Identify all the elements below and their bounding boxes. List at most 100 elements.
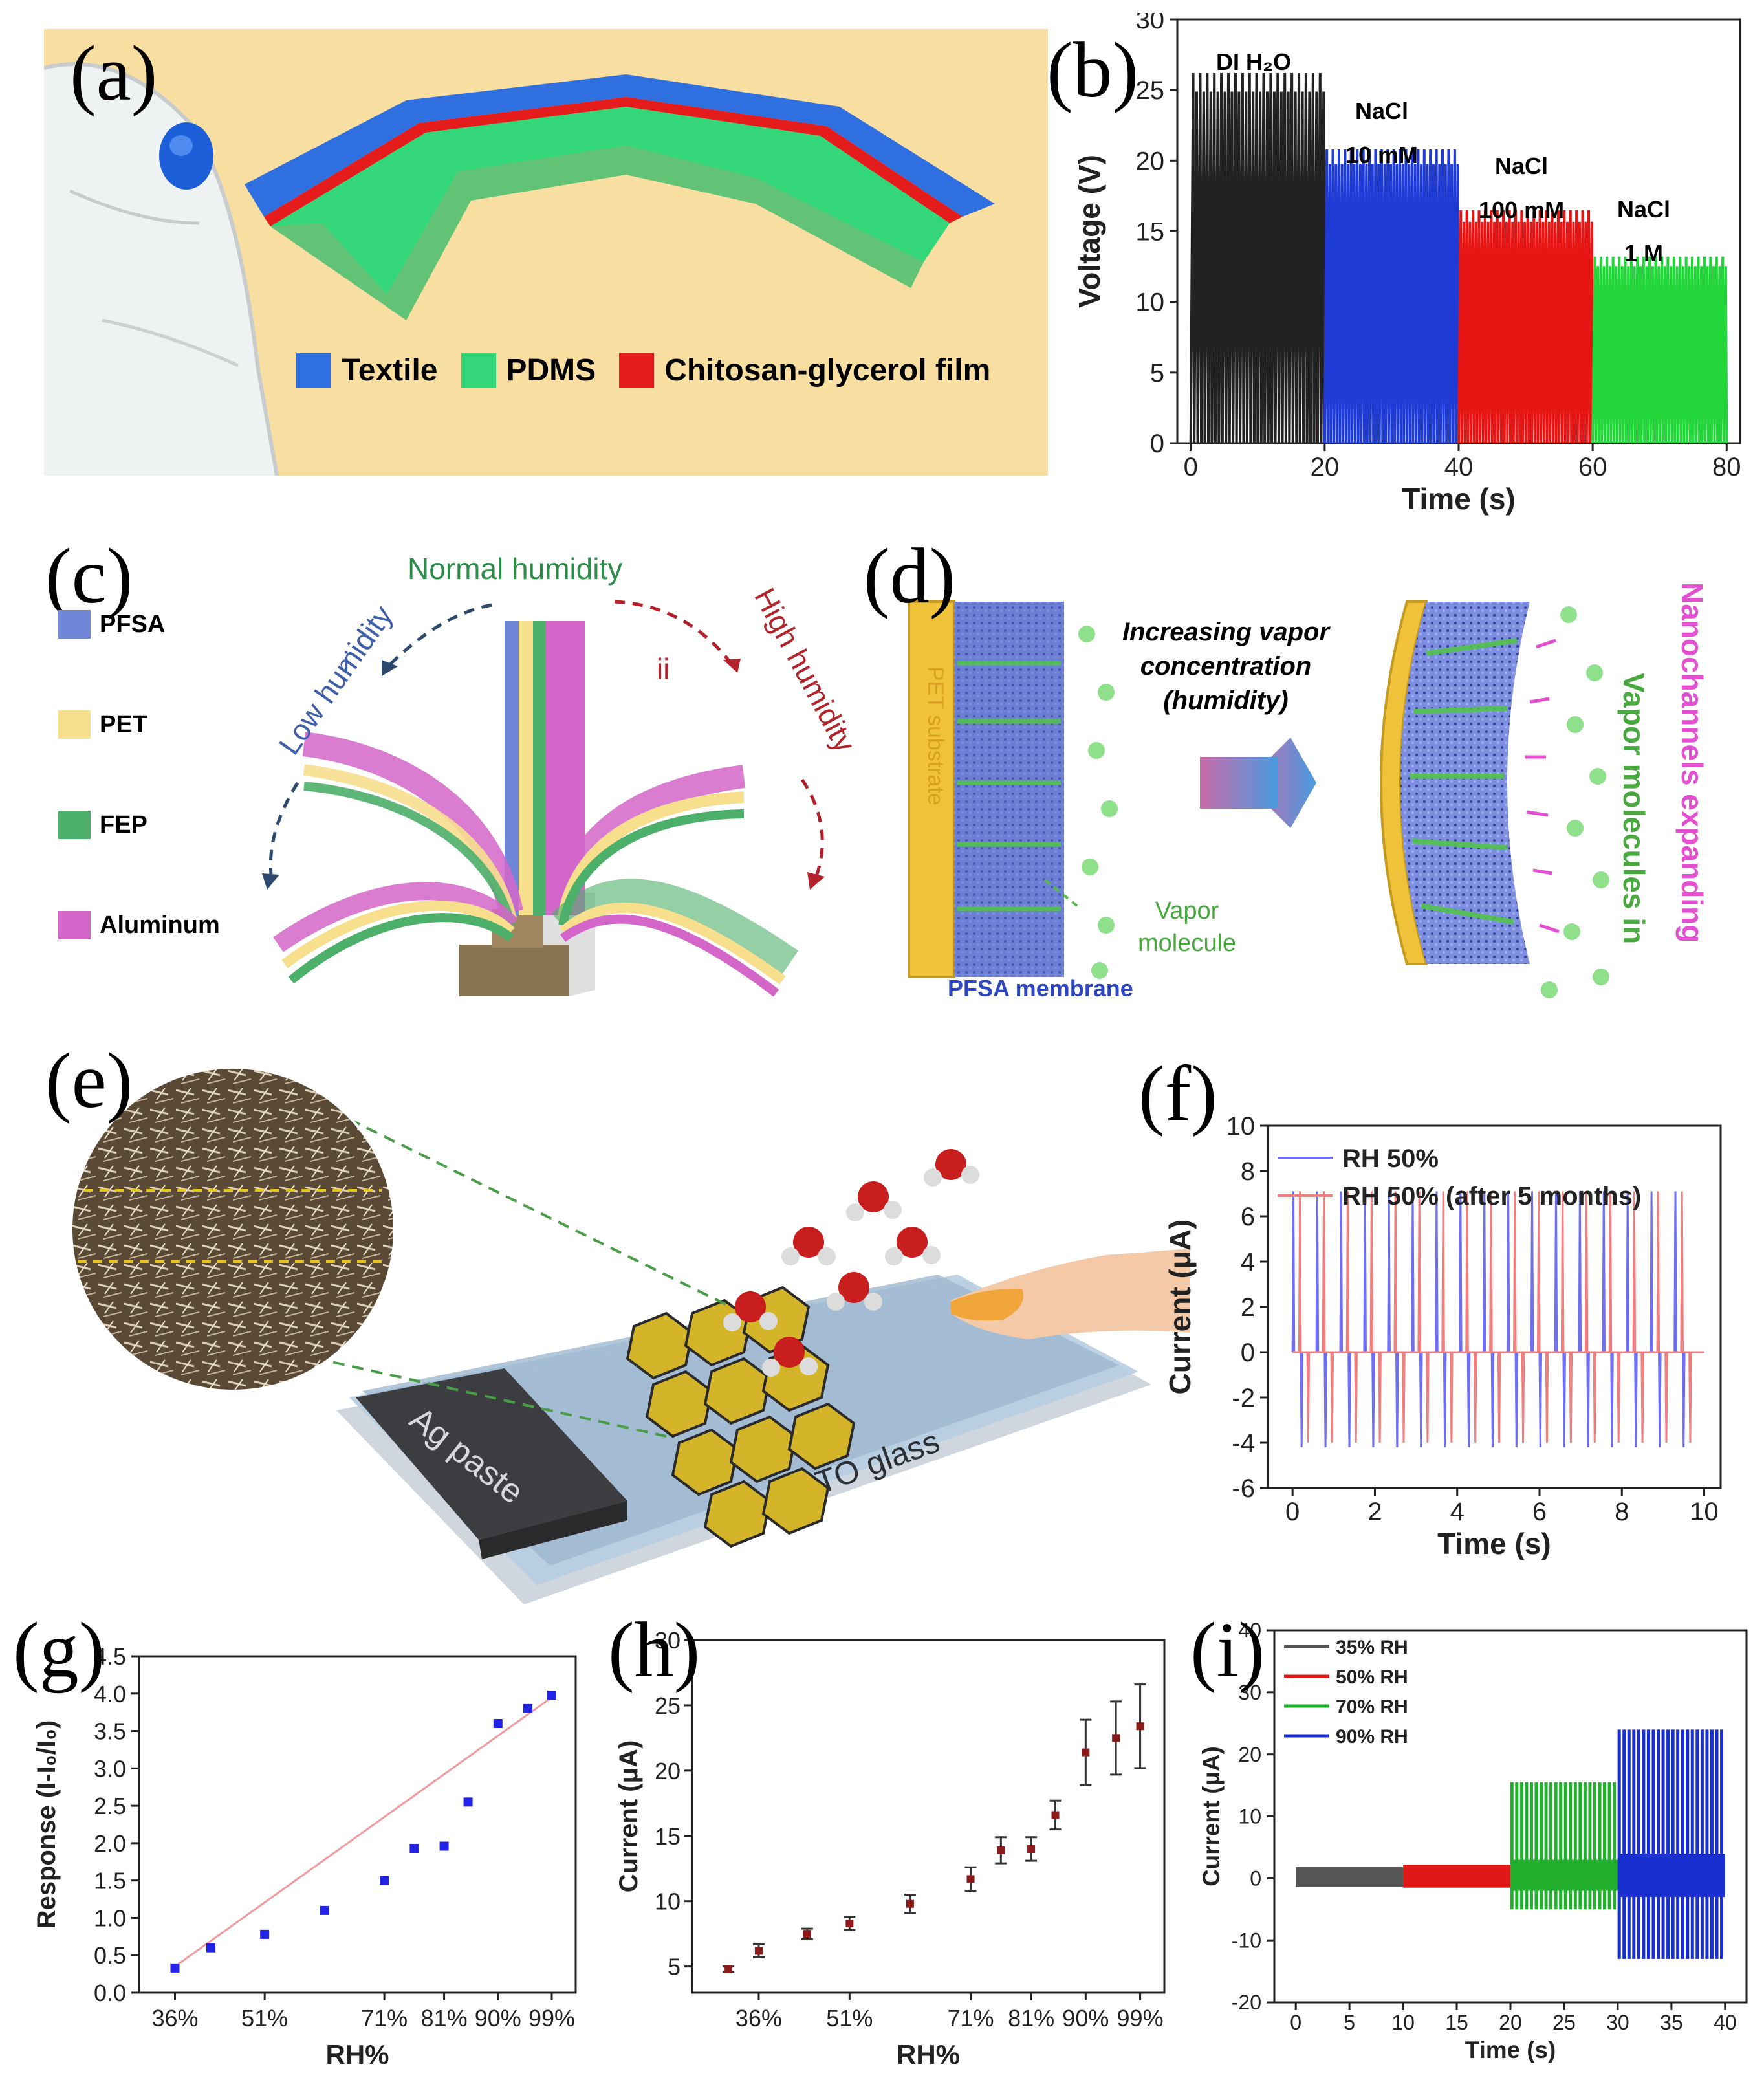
- point-g-8: [493, 1719, 503, 1728]
- fep-swatch: [58, 811, 91, 839]
- pulses-i-2: [1510, 1782, 1617, 1910]
- point-h-8: [1051, 1811, 1060, 1819]
- process-arrow: [1245, 738, 1316, 828]
- x-tick-label-i-0: 0: [1290, 2011, 1301, 2034]
- arrow-i-lower: [268, 782, 299, 881]
- y-axis-label-b: Voltage (V): [1073, 155, 1106, 308]
- point-g-3: [320, 1905, 329, 1915]
- y-tick-label-f-7: 8: [1241, 1157, 1255, 1186]
- y-tick-label-b-4: 20: [1136, 147, 1165, 175]
- pet-swatch: [58, 710, 91, 739]
- x-tick-label-f-1: 2: [1367, 1498, 1382, 1526]
- panel-c-label: (c): [45, 532, 133, 620]
- series-b-3: [1591, 256, 1728, 444]
- series-f-1: [1292, 1191, 1704, 1443]
- legend-text-i-0: 35% RH: [1336, 1637, 1408, 1658]
- panel-b-label: (b): [1047, 27, 1139, 114]
- plot-frame-g: [138, 1655, 577, 1994]
- annotation-nacl-1m-line1: NaCl: [1617, 196, 1671, 223]
- point-h-6: [997, 1846, 1005, 1854]
- pdms-swatch: [461, 353, 496, 388]
- y-tick-label-h-0: 5: [668, 1954, 681, 1980]
- vapor-dots-left: [1078, 626, 1118, 979]
- high-humidity-text: High humidity: [748, 582, 862, 757]
- panel-g: 0.0 0.5 1.0 1.5 2.0 2.5 3.0 3.5 4.0 4.5 36% 51% 71% 8…: [0, 1598, 608, 2077]
- panel-c: Low humidity High humidity Normal humidi…: [45, 537, 873, 1009]
- series-b-2: [1457, 210, 1595, 444]
- annotation-di-h2o: DI H₂O: [1216, 49, 1291, 75]
- y-tick-label-b-6: 30: [1136, 13, 1165, 34]
- chart-g: 0.0 0.5 1.0 1.5 2.0 2.5 3.0 3.5 4.0 4.5 36% 51% 71% 8…: [32, 1643, 577, 2070]
- pdms-layer: [270, 107, 950, 294]
- legend-item-aluminum: Aluminum: [58, 909, 220, 941]
- point-h-1: [754, 1947, 763, 1955]
- y-axis-label-f: Current (μA): [1163, 1220, 1197, 1395]
- series-b-0: [1189, 72, 1326, 444]
- nanochannels-curved: [1410, 638, 1518, 925]
- panel-h: 5 10 15 20 25 30 36% 51% 71% 81% 90% 99% RH% Current …: [608, 1598, 1190, 2077]
- vapor-molecule-line2: molecule: [1138, 930, 1236, 957]
- legend-text-f-0: RH 50%: [1342, 1144, 1439, 1173]
- point-h-10: [1112, 1734, 1120, 1742]
- panel-c-illustration: Low humidity High humidity Normal humidi…: [262, 552, 862, 997]
- point-h-7: [1027, 1845, 1036, 1853]
- y-tick-label-f-2: -2: [1232, 1384, 1255, 1412]
- series-b-1: [1323, 149, 1460, 444]
- annotation-nacl-10mm-line1: NaCl: [1355, 98, 1409, 124]
- x-tick-label-g-1: 51%: [241, 2005, 288, 2031]
- legend-film: Chitosan-glycerol film: [664, 353, 991, 388]
- legend-fep: FEP: [100, 811, 147, 838]
- y-tick-label-g-1: 0.5: [94, 1942, 126, 1969]
- chitosan-layer: [264, 97, 963, 226]
- point-h-11: [1136, 1722, 1144, 1731]
- nanochannels-flat: [957, 661, 1061, 912]
- y-tick-label-f-6: 6: [1241, 1203, 1255, 1231]
- panel-a: (a) Textile PDMS Chitosan-glycerol film: [43, 29, 1048, 476]
- point-h-9: [1082, 1748, 1090, 1757]
- x-tick-label-i-6: 30: [1606, 2011, 1629, 2034]
- arrow-i-upper: [387, 603, 492, 668]
- low-humidity-text: Low humidity: [272, 599, 400, 761]
- y-tick-label-i-6: 40: [1238, 1619, 1261, 1642]
- y-tick-label-b-2: 10: [1136, 289, 1165, 317]
- chart-f: 0 2 4 6 8 10 -6 -4 -2 0 2 4 6 8 10 Time (s) Current (μA)…: [1163, 1112, 1722, 1560]
- shirt-shoulder: [44, 64, 277, 476]
- film-swatch: [619, 353, 655, 388]
- panel-a-label: (a): [70, 30, 158, 117]
- legend-pdms: PDMS: [506, 353, 596, 388]
- x-tick-label-f-2: 4: [1450, 1498, 1465, 1526]
- pulses-i-3: [1617, 1729, 1724, 1959]
- label-i: i: [343, 646, 349, 679]
- x-tick-label-h-2: 71%: [947, 2005, 994, 2031]
- point-g-9: [523, 1703, 533, 1713]
- x-tick-label-i-1: 5: [1344, 2011, 1355, 2034]
- increasing-line2: concentration: [1140, 652, 1311, 681]
- x-tick-label-i-3: 15: [1445, 2011, 1468, 2034]
- vapor-in-text: Vapor molecules in: [1617, 673, 1651, 944]
- pfsa-membrane-text: PFSA membrane: [948, 975, 1133, 1002]
- y-tick-label-g-8: 4.0: [94, 1681, 126, 1707]
- ag-paste: [356, 1368, 627, 1540]
- textile-layer: [245, 74, 995, 217]
- legend-text-i-3: 90% RH: [1336, 1726, 1408, 1747]
- legend-item-pfsa: PFSA: [58, 608, 220, 640]
- plot-frame-h: [691, 1639, 1166, 1994]
- chart-i: 0 5 10 15 20 25 30 35 40 -20 -10 0 10 20 30 40 Time (s) C…: [1198, 1619, 1748, 2063]
- x-tick-label-h-0: 36%: [735, 2005, 782, 2031]
- x-tick-label-h-3: 81%: [1008, 2005, 1054, 2031]
- x-tick-label-i-2: 10: [1391, 2011, 1415, 2034]
- noise-band-i-1: [1403, 1865, 1510, 1888]
- y-tick-label-g-4: 2.0: [94, 1830, 126, 1857]
- pfsa-swatch: [58, 610, 91, 639]
- panel-h-label: (h): [608, 1606, 701, 1694]
- legend-pfsa: PFSA: [100, 610, 166, 638]
- x-tick-label-f-5: 10: [1690, 1498, 1719, 1526]
- clamp-base: [459, 945, 569, 996]
- point-g-10: [547, 1691, 557, 1700]
- y-tick-label-h-3: 20: [655, 1758, 681, 1784]
- y-tick-label-h-4: 25: [655, 1692, 681, 1719]
- pet-substrate-text: PET substrate: [923, 666, 948, 805]
- y-tick-label-i-5: 30: [1238, 1681, 1261, 1704]
- x-tick-label-b-4: 80: [1712, 453, 1741, 481]
- legend-aluminum: Aluminum: [100, 911, 220, 939]
